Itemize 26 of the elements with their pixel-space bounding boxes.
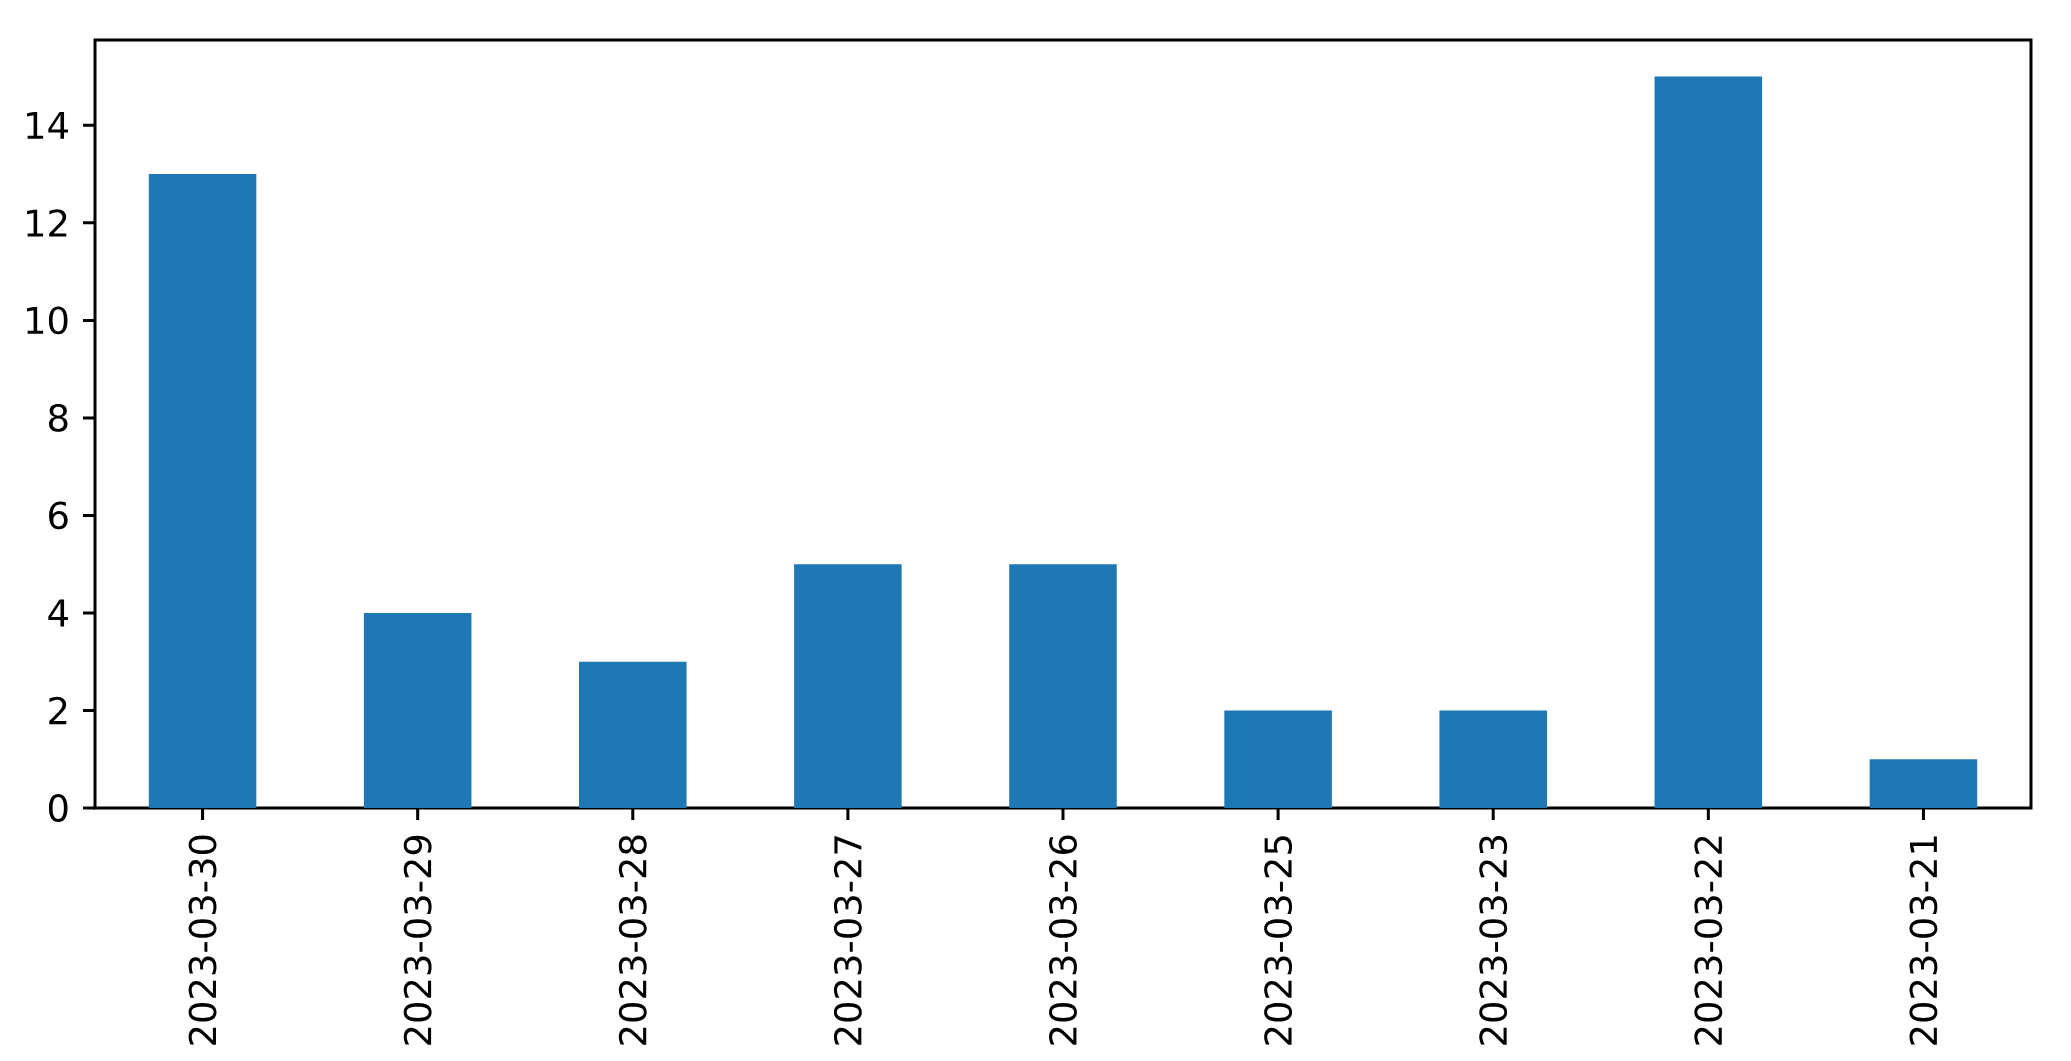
y-tick-label: 2	[49, 696, 67, 725]
x-tick-label: 2023-03-29	[403, 835, 432, 1045]
bar	[1009, 564, 1117, 808]
bar	[578, 661, 687, 808]
bar	[148, 174, 257, 808]
x-tick-label: 2023-03-21	[1909, 836, 1938, 1045]
bar	[1439, 710, 1547, 808]
bar	[363, 612, 472, 808]
bar	[1654, 76, 1763, 808]
y-tick-label: 10	[27, 306, 68, 335]
bar	[1869, 759, 1978, 808]
x-tick-label: 2023-03-23	[1479, 836, 1508, 1045]
x-tick-label: 2023-03-26	[1049, 835, 1077, 1045]
x-tick-label: 2023-03-27	[833, 836, 862, 1045]
y-tick-label: 0	[48, 794, 68, 822]
bar	[794, 564, 902, 808]
y-tick-label: 14	[27, 111, 68, 139]
x-tick-label: 2023-03-30	[188, 835, 217, 1045]
y-tick-label: 6	[49, 501, 68, 530]
bar	[1224, 710, 1332, 808]
x-tick-label: 2023-03-22	[1694, 836, 1723, 1045]
x-tick-label: 2023-03-28	[618, 835, 647, 1045]
y-tick-label: 4	[48, 599, 68, 627]
y-tick-label: 8	[49, 403, 68, 432]
x-tick-label: 2023-03-25	[1264, 836, 1293, 1045]
y-tick-label: 12	[27, 209, 67, 237]
